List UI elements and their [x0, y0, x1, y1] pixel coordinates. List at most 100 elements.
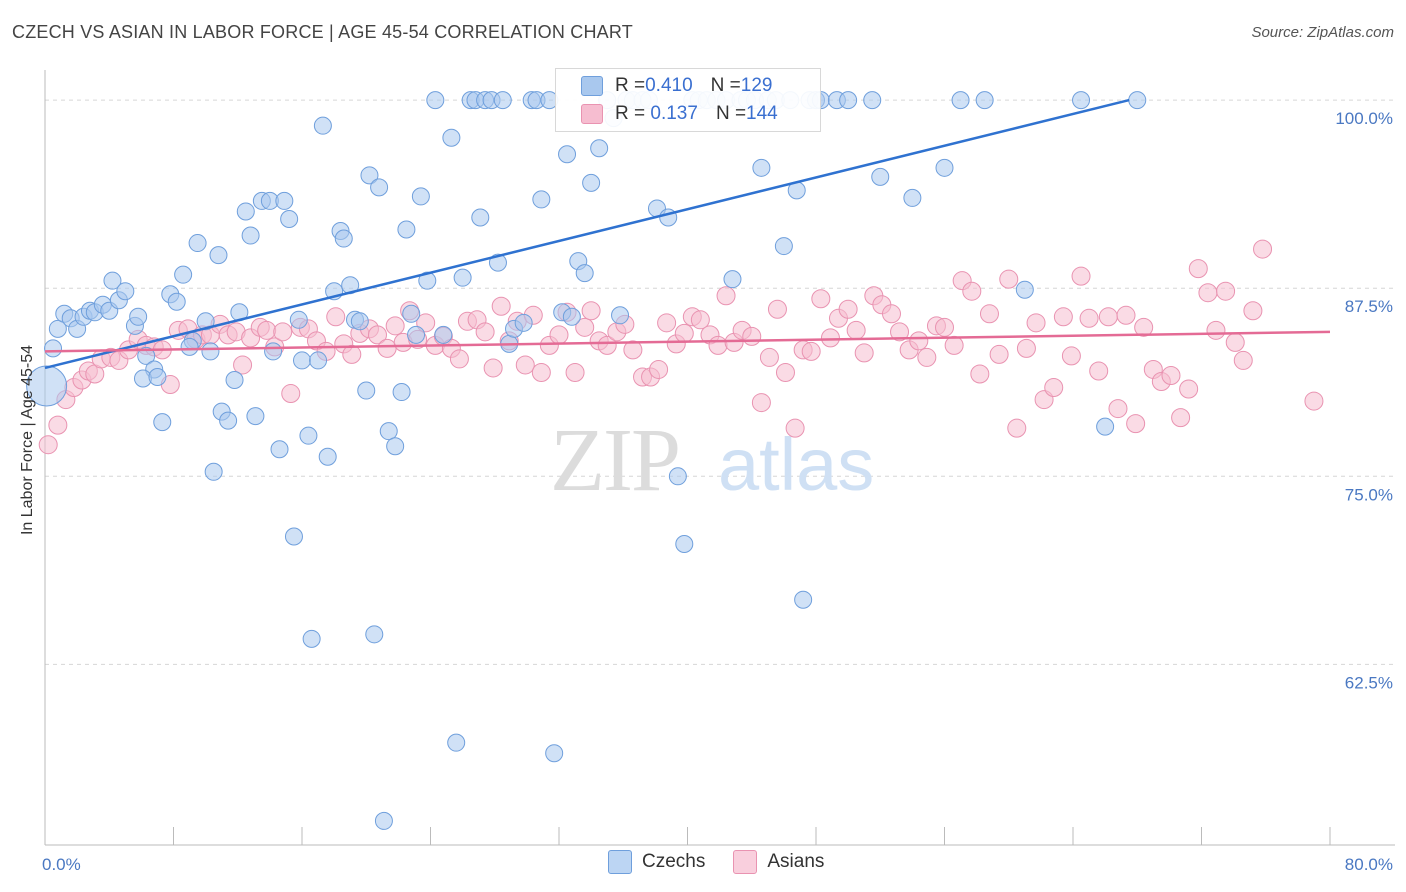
y-tick-labels: 100.0% 87.5% 75.0% 62.5%	[1335, 109, 1393, 692]
asians-point	[449, 349, 469, 369]
asians-point	[581, 301, 601, 321]
czechs-point	[188, 234, 207, 253]
asians-point	[820, 328, 840, 348]
czechs-point	[309, 351, 328, 370]
czechs-point	[418, 271, 437, 290]
czechs-point	[174, 265, 193, 284]
asians-point	[1225, 332, 1245, 352]
legend-item-czechs: Czechs	[608, 850, 705, 874]
czechs-point	[313, 116, 332, 135]
czechs-point	[284, 527, 303, 546]
y-axis-label: In Labor Force | Age 45-54	[19, 344, 36, 536]
asians-point	[1071, 266, 1091, 286]
asians-point	[48, 415, 68, 435]
asians-point	[1304, 391, 1324, 411]
asians-point	[377, 338, 397, 358]
czechs-point	[426, 91, 445, 110]
czechs-point	[386, 437, 405, 456]
czechs-point	[167, 292, 186, 311]
asians-point	[989, 344, 1009, 364]
asians-point	[1179, 379, 1199, 399]
czechs-point	[201, 342, 220, 361]
czechs-trend-line	[44, 98, 1130, 370]
czechs-point	[392, 383, 411, 402]
czechs-point	[397, 220, 416, 239]
czechs-point	[360, 166, 379, 185]
czechs-swatch	[581, 76, 603, 96]
asians-point	[491, 296, 511, 316]
legend-n-value: 129	[740, 75, 773, 96]
czechs-point	[1072, 91, 1091, 110]
czechs-point	[582, 173, 601, 192]
legend-label-asians: Asians	[767, 851, 825, 872]
asians-legend-swatch	[733, 850, 758, 874]
asians-point	[674, 323, 694, 343]
y-axis-label-wrap: In Labor Force | Age 45-54	[16, 300, 40, 580]
legend-n-label: N =	[710, 75, 741, 96]
czechs-legend-swatch	[608, 850, 632, 874]
watermark-zip: ZIP	[550, 411, 679, 510]
chart-title: CZECH VS ASIAN IN LABOR FORCE | AGE 45-5…	[12, 22, 633, 42]
asians-point	[708, 335, 728, 355]
asians-point	[1116, 305, 1136, 325]
czechs-point	[951, 91, 970, 110]
legend-n-label: N =	[715, 103, 747, 124]
czechs-point	[280, 209, 299, 228]
czechs-point	[48, 319, 67, 338]
czechs-point	[668, 467, 687, 486]
czechs-point	[270, 440, 289, 459]
asians-point	[257, 320, 277, 340]
czechs-point	[863, 91, 882, 110]
czechs-point	[289, 310, 308, 329]
asians-point	[690, 310, 710, 330]
asians-point	[1253, 239, 1273, 259]
czechs-point	[357, 381, 376, 400]
czechs-point	[471, 208, 490, 227]
czechs-point	[219, 411, 238, 430]
stats-legend: R = 0.410 N = 129 R = 0.137 N = 144	[555, 68, 821, 132]
asians-point	[1108, 399, 1128, 419]
asians-point	[854, 343, 874, 363]
czechs-point	[493, 91, 512, 110]
czechs-point	[935, 158, 954, 177]
czechs-point	[411, 187, 430, 206]
asians-point	[838, 299, 858, 319]
asians-swatch	[581, 104, 603, 124]
legend-row-czechs: R = 0.410 N = 129	[581, 73, 772, 99]
asians-point	[565, 362, 585, 382]
legend-r-label: R =	[615, 75, 646, 96]
asians-point	[890, 322, 910, 342]
czechs-point	[1096, 417, 1115, 436]
czechs-point	[402, 304, 421, 323]
asians-point	[811, 289, 831, 309]
czechs-point	[350, 312, 369, 331]
czechs-point	[148, 367, 167, 386]
czechs-point	[318, 447, 337, 466]
asians-point	[342, 344, 362, 364]
y-tick-label: 62.5%	[1345, 673, 1393, 692]
czechs-point-large	[26, 365, 68, 407]
czechs-point	[225, 371, 244, 389]
czechs-point	[180, 337, 199, 356]
asians-point	[657, 313, 677, 333]
asians-point	[273, 322, 293, 342]
y-tick-label: 100.0%	[1335, 109, 1393, 128]
czechs-point	[204, 462, 223, 481]
asians-point	[1198, 283, 1218, 303]
asians-point	[759, 347, 779, 367]
czechs-point	[209, 246, 228, 265]
czechs-point	[562, 307, 581, 326]
asians-point	[475, 322, 495, 342]
asians-point	[597, 335, 617, 355]
asians-point	[1089, 361, 1109, 381]
trend-lines	[44, 98, 1331, 370]
chart-source: Source: ZipAtlas.com	[1251, 24, 1394, 41]
asians-point	[549, 325, 569, 345]
asians-point	[649, 359, 669, 379]
asians-point	[751, 393, 771, 413]
czechs-point	[44, 339, 63, 358]
asians-point	[767, 299, 787, 319]
asians-point	[979, 304, 999, 324]
czechs-point	[558, 145, 577, 164]
